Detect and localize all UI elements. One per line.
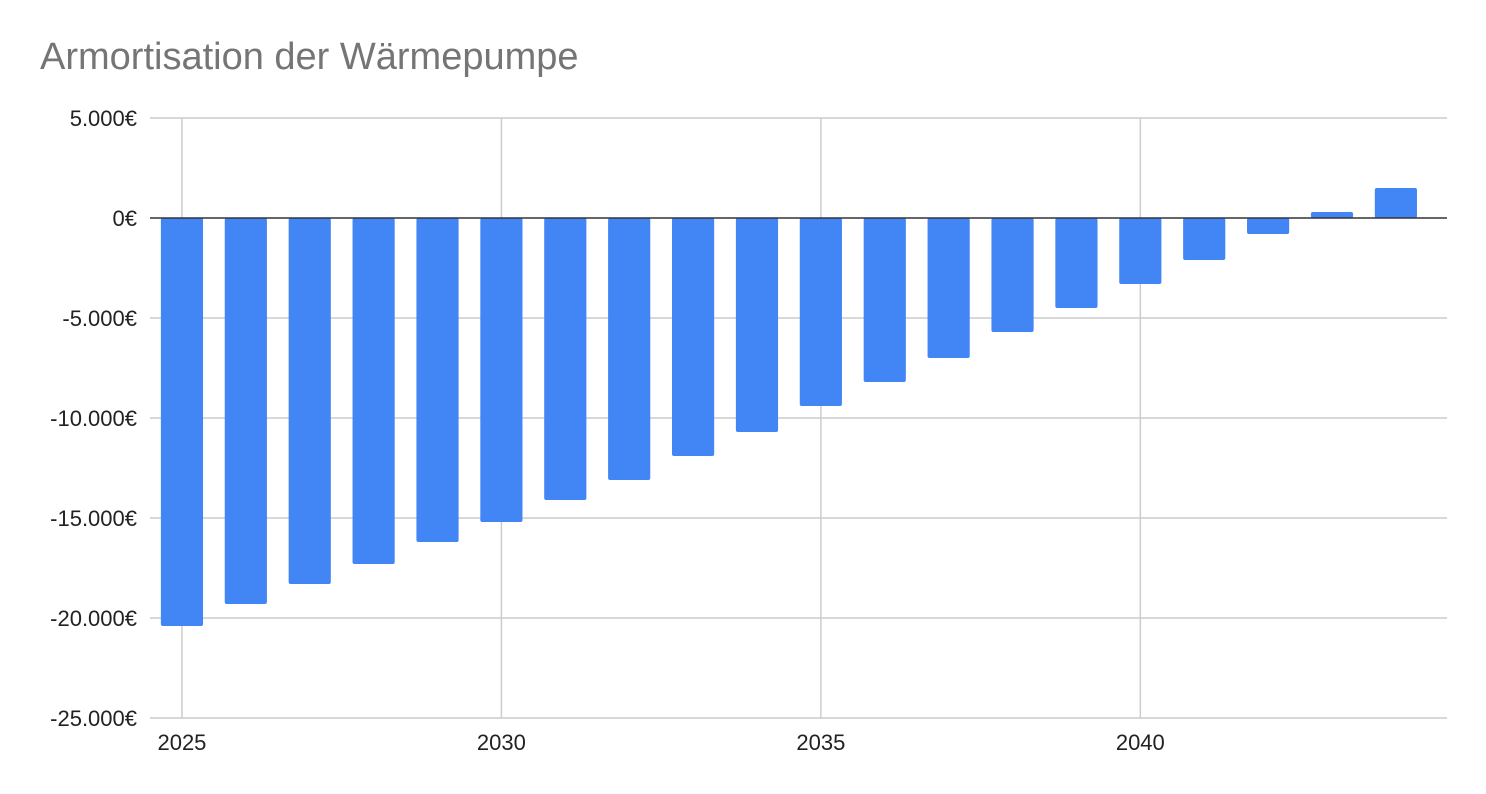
x-tick-label: 2030: [477, 730, 526, 755]
y-tick-label: -25.000€: [50, 706, 137, 731]
bar-2043: [1310, 212, 1354, 218]
bar-2027: [288, 218, 331, 584]
bar-series: [160, 188, 1417, 626]
x-tick-label: 2025: [157, 730, 206, 755]
y-tick-label: -5.000€: [62, 306, 137, 331]
x-axis-ticks: 2025 2030 2035 2040: [157, 730, 1164, 755]
bar-2025: [160, 218, 204, 626]
bar-2037: [927, 218, 970, 358]
y-tick-label: -10.000€: [50, 406, 137, 431]
bar-2030: [480, 218, 523, 522]
y-tick-label: -15.000€: [50, 506, 137, 531]
y-tick-label: 0€: [113, 206, 137, 231]
y-axis-ticks: 5.000€ 0€ -5.000€ -10.000€ -15.000€ -20.000€ -…: [50, 106, 137, 731]
bar-2035: [799, 218, 842, 406]
bar-2041: [1183, 218, 1226, 260]
chart-title: Armortisation der Wärmepumpe: [40, 36, 579, 78]
bar-2042: [1247, 218, 1290, 234]
bar-2031: [544, 218, 587, 500]
bar-2044: [1374, 188, 1417, 218]
x-tick-label: 2040: [1116, 730, 1165, 755]
bar-2038: [991, 218, 1034, 332]
bar-2034: [735, 218, 779, 432]
bar-2032: [608, 218, 651, 480]
bar-2028: [352, 218, 395, 564]
bar-2029: [416, 218, 459, 542]
bar-2026: [224, 218, 267, 604]
x-tick-label: 2035: [796, 730, 845, 755]
grid-lines: [150, 117, 1447, 719]
bar-2036: [863, 218, 906, 382]
bar-2033: [671, 218, 715, 456]
y-tick-label: 5.000€: [70, 106, 137, 131]
bar-2040: [1119, 218, 1162, 284]
y-tick-label: -20.000€: [50, 606, 137, 631]
bar-2039: [1055, 218, 1098, 308]
